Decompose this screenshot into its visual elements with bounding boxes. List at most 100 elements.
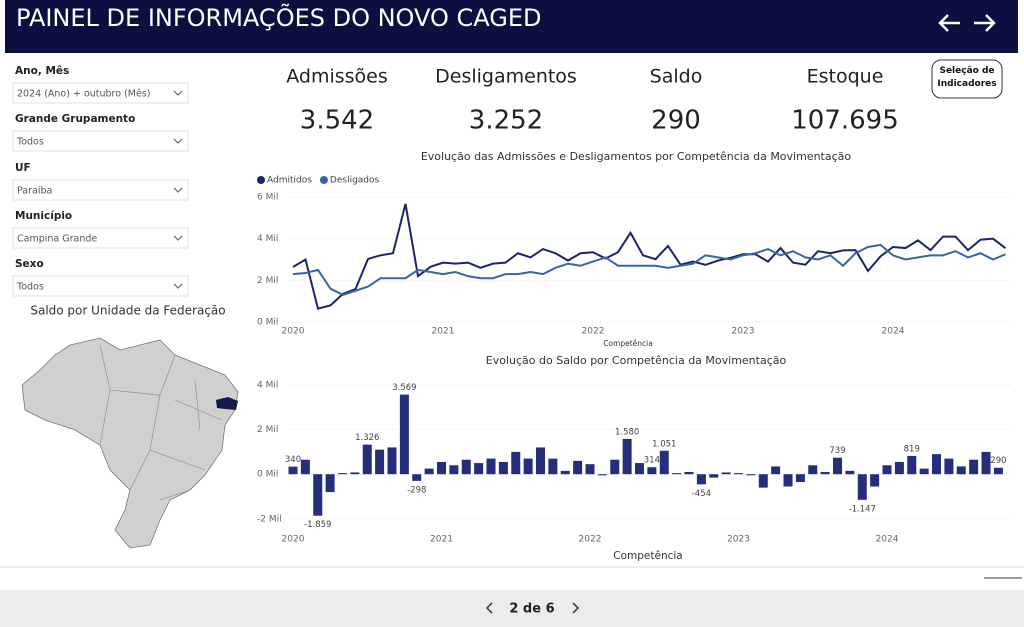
button-label-box: Seleção de Indicadores	[937, 66, 997, 89]
x-tick-label: 2020	[282, 535, 305, 545]
bar	[808, 465, 818, 475]
series-line	[292, 243, 1006, 296]
pager-bar	[0, 590, 1024, 627]
filter-label: Grande Grupamento	[15, 113, 135, 125]
x-tick-label: 2024	[882, 327, 905, 337]
bar	[635, 463, 645, 475]
kpi-label: Desligamentos	[435, 66, 577, 88]
y-tick-label: -2 Mil	[257, 514, 282, 524]
chart-title: Evolução das Admissões e Desligamentos p…	[421, 150, 852, 163]
bar	[560, 470, 570, 475]
pager-label: 2 de 6	[509, 602, 554, 617]
data-label: 1.326	[355, 433, 379, 443]
bar	[461, 459, 471, 475]
map-title: Saldo por Unidade da Federação	[30, 304, 225, 318]
kpi-label: Admissões	[286, 66, 388, 88]
bar	[424, 468, 434, 475]
prev-page[interactable]	[485, 602, 493, 614]
bar	[696, 474, 706, 485]
bar	[412, 474, 422, 481]
bar	[300, 459, 310, 475]
y-tick-label: 6 Mil	[257, 193, 278, 203]
x-axis-label: Competência	[613, 550, 682, 562]
dropdown[interactable]	[12, 179, 189, 201]
data-label: 3.569	[392, 383, 416, 393]
indicator-button[interactable]	[931, 59, 1003, 99]
filter-value: Todos	[16, 282, 44, 293]
kpi-label: Estoque	[807, 66, 884, 88]
y-tick-label: 0 Mil	[257, 318, 278, 328]
data-label: 340	[285, 455, 301, 465]
data-label: 1.051	[652, 439, 676, 449]
dropdown[interactable]	[12, 82, 189, 104]
data-label: -1.859	[304, 520, 331, 530]
kpi-label: Saldo	[650, 66, 703, 88]
filter-value: Todos	[16, 137, 44, 148]
dropdown[interactable]	[12, 275, 189, 297]
dropdown[interactable]	[12, 130, 189, 152]
bar	[981, 451, 991, 475]
back-arrow[interactable]	[938, 14, 960, 32]
chevron	[173, 138, 183, 144]
forward-arrow[interactable]	[974, 14, 996, 32]
chevron	[173, 235, 183, 241]
brazil-map	[21, 337, 239, 549]
bar	[709, 474, 719, 478]
filter-label: UF	[15, 162, 31, 174]
bar	[523, 458, 533, 475]
bar	[857, 474, 867, 500]
bar	[387, 447, 397, 475]
bar	[993, 467, 1003, 475]
filter-value: Campina Grande	[17, 234, 97, 245]
bar	[647, 467, 657, 475]
legend-dot	[257, 176, 265, 184]
data-label: 1.580	[615, 427, 639, 437]
bar	[288, 466, 298, 475]
bar	[882, 465, 892, 475]
filter-label: Município	[15, 210, 72, 222]
bar	[548, 458, 558, 475]
dropdown[interactable]	[12, 227, 189, 249]
kpi-value: 3.542	[300, 106, 374, 136]
bar	[894, 461, 904, 475]
y-tick-label: 2 Mil	[257, 276, 278, 286]
bar	[944, 458, 954, 475]
data-label: 314	[644, 456, 660, 466]
bar	[956, 466, 966, 475]
y-tick-label: 4 Mil	[257, 234, 278, 244]
paraiba-highlight	[216, 397, 238, 410]
data-label: -454	[692, 489, 711, 499]
bar	[536, 447, 546, 475]
filter-label: Ano, Mês	[15, 65, 69, 77]
bar	[325, 474, 335, 493]
data-label: 819	[904, 444, 920, 454]
kpis: Admissões 3.542 Desligamentos 3.252 Sald…	[286, 66, 899, 136]
kpi-value: 290	[651, 106, 701, 136]
bar	[350, 472, 360, 475]
state-borders	[99, 344, 223, 501]
x-axis-label: Competência	[603, 339, 653, 348]
data-label: -298	[407, 485, 426, 495]
bar	[511, 451, 521, 475]
bar	[734, 473, 744, 475]
bar	[449, 465, 459, 475]
data-label: -1.147	[849, 504, 876, 514]
kpi-value: 3.252	[469, 106, 543, 136]
bar	[795, 474, 805, 483]
legend-dot	[319, 176, 328, 184]
legend-label: Admitidos	[267, 176, 312, 186]
chevron	[173, 187, 183, 193]
bar	[622, 438, 632, 475]
bar	[845, 470, 855, 475]
filter-label: Sexo	[15, 258, 44, 270]
bar	[313, 474, 323, 516]
bar	[498, 461, 508, 475]
x-tick-label: 2022	[582, 327, 605, 337]
bar	[672, 473, 682, 475]
bar	[771, 466, 781, 475]
button-label: Seleção de Indicadores	[937, 66, 997, 89]
bar	[907, 455, 917, 475]
next-page[interactable]	[572, 602, 580, 614]
bar	[721, 472, 731, 475]
header-bar	[5, 0, 1018, 53]
